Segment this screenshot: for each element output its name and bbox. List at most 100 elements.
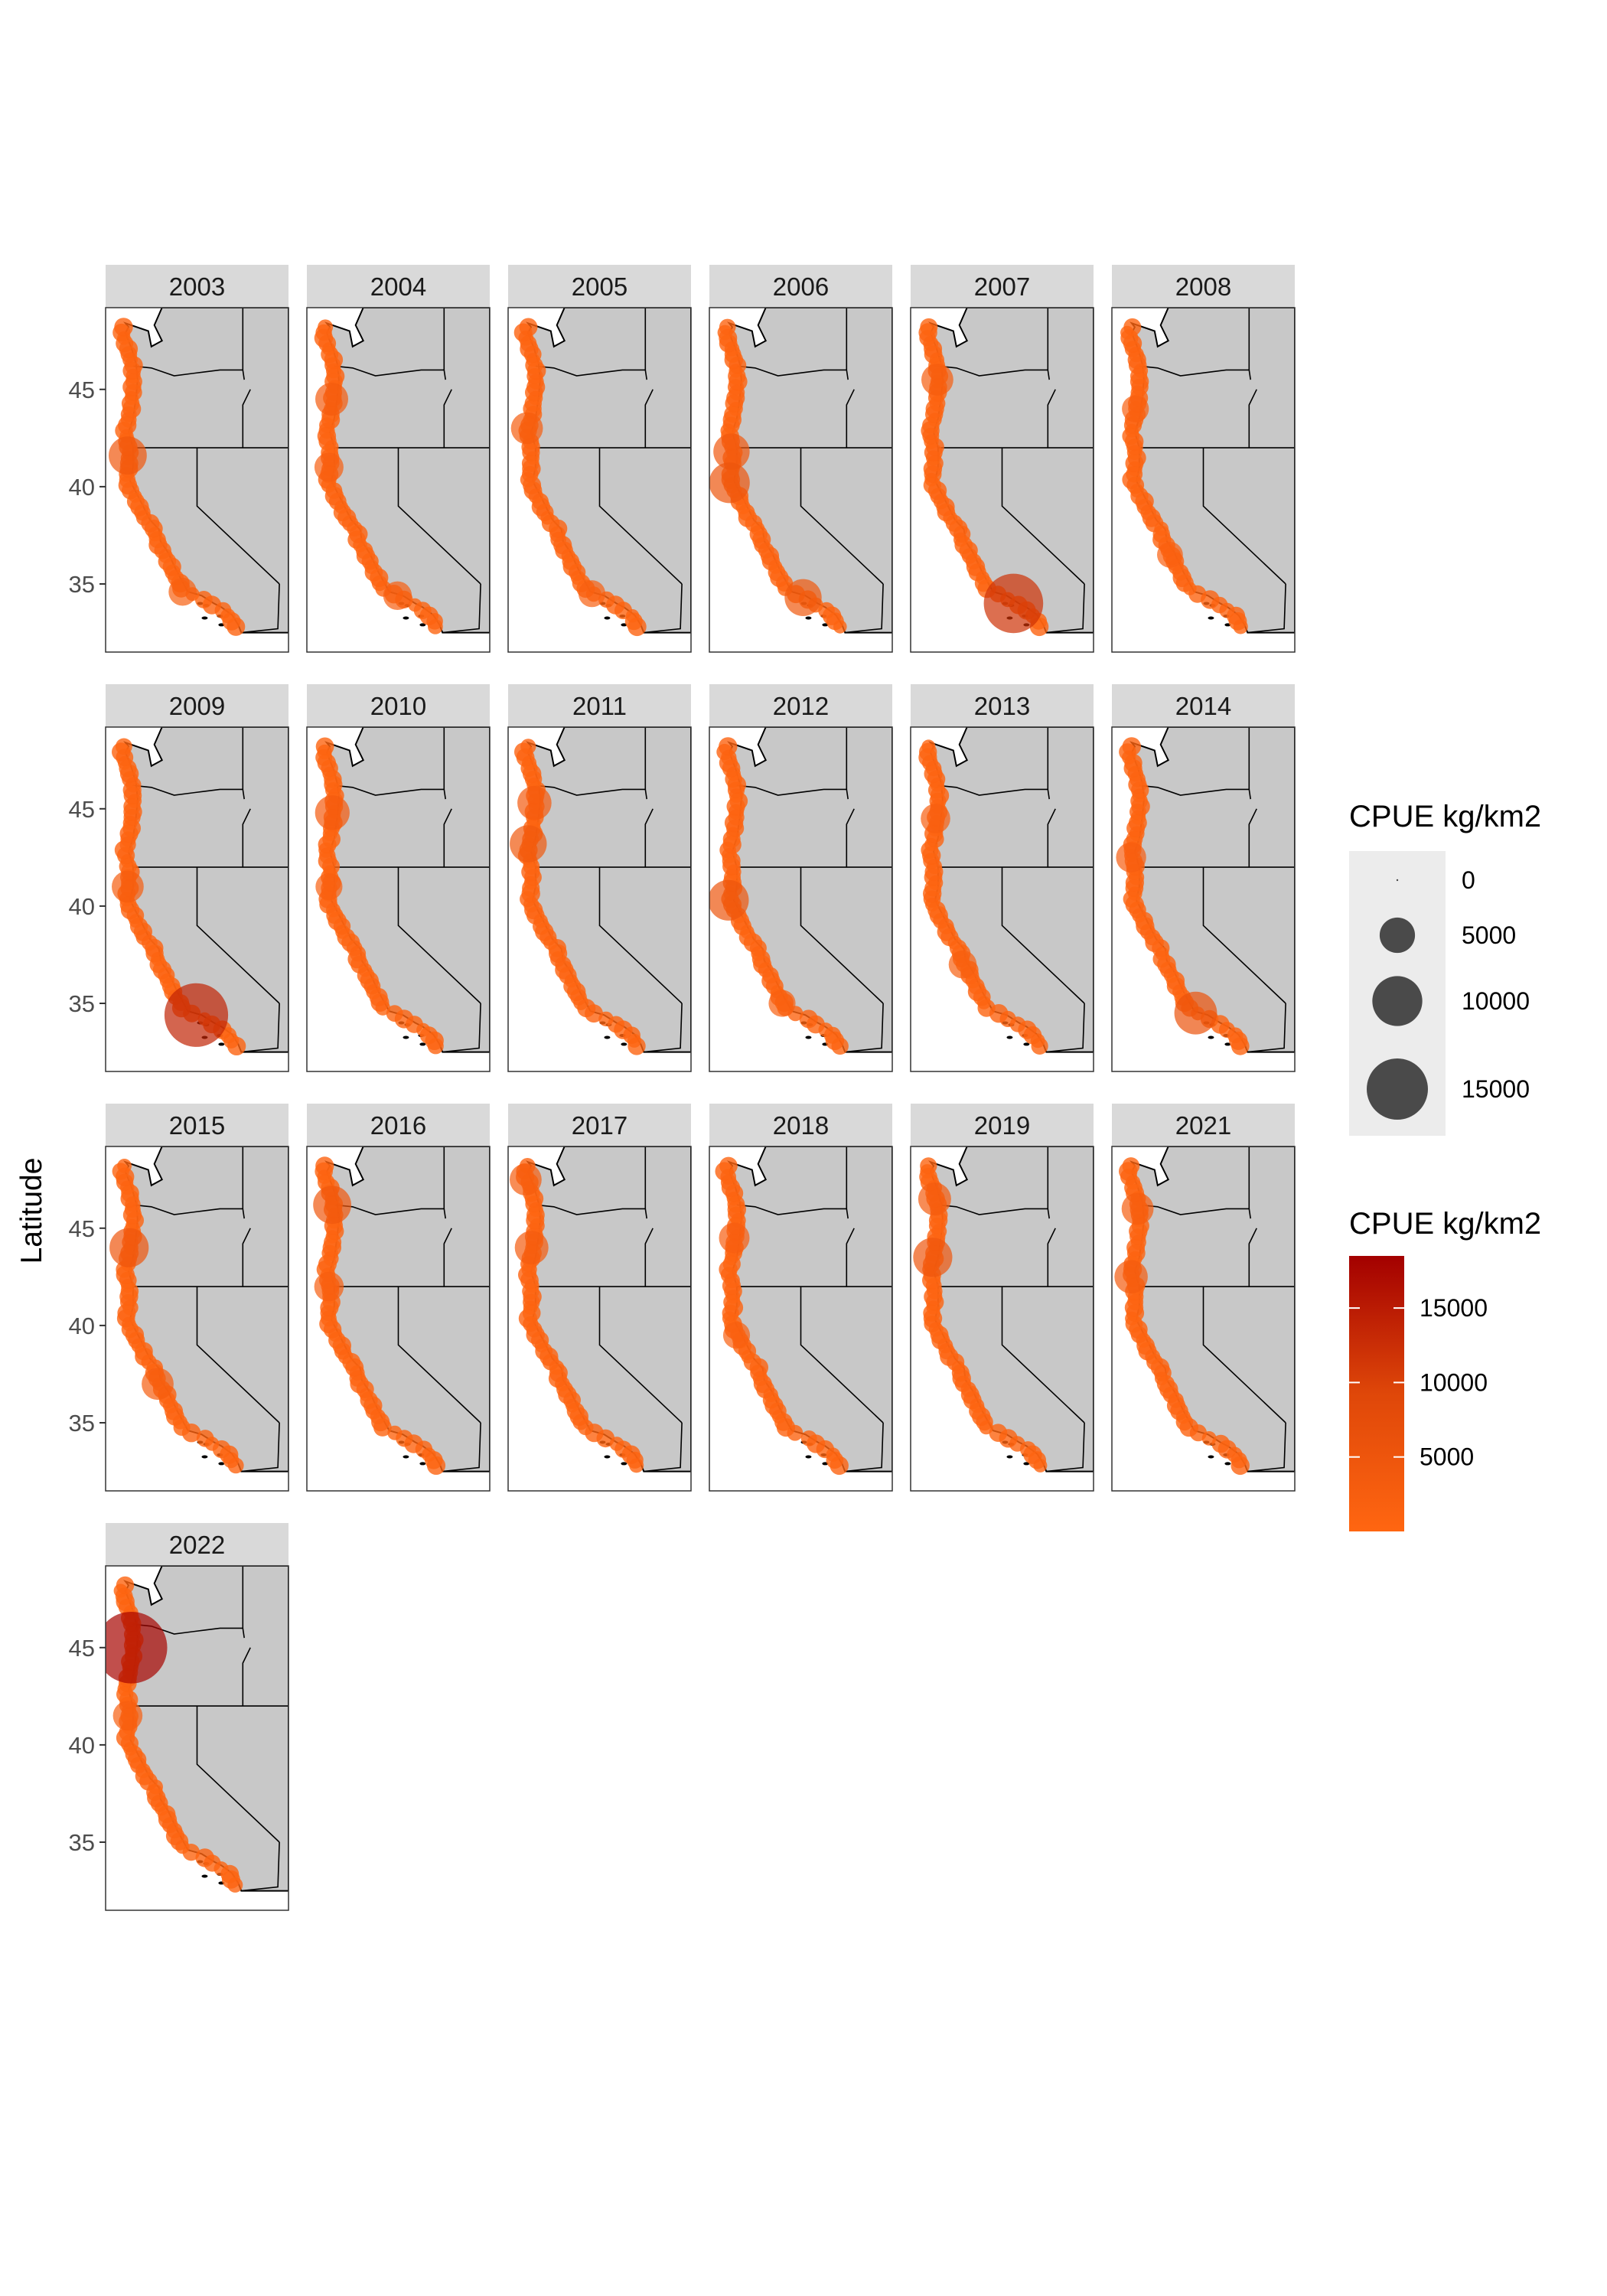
state-border bbox=[644, 1422, 683, 1473]
strip-background bbox=[911, 1104, 1094, 1146]
map-area bbox=[508, 727, 691, 1071]
facet-panel-2006: 2006 bbox=[709, 265, 893, 653]
state-border bbox=[242, 1228, 251, 1287]
cpue-point bbox=[315, 1156, 334, 1176]
cpue-point-large bbox=[142, 1368, 174, 1401]
map-area bbox=[709, 308, 892, 652]
facet-panel-2011: 2011 bbox=[507, 684, 692, 1072]
cpue-point-large bbox=[913, 1238, 953, 1277]
strip-background bbox=[307, 1104, 490, 1146]
map-area bbox=[307, 1146, 490, 1491]
island bbox=[403, 1455, 409, 1459]
strip-label: 2018 bbox=[773, 1111, 829, 1140]
cpue-point bbox=[195, 1848, 214, 1867]
map-area bbox=[106, 1146, 288, 1491]
state-border bbox=[443, 1228, 452, 1287]
cpue-point-large bbox=[709, 879, 749, 921]
map-area bbox=[307, 308, 490, 652]
state-border bbox=[644, 583, 683, 634]
y-tick-label: 45 bbox=[69, 1215, 95, 1242]
island bbox=[604, 1455, 611, 1459]
map-area bbox=[508, 308, 691, 652]
facet-panel-2021: 2021 bbox=[1111, 1104, 1296, 1492]
panel-border bbox=[910, 726, 1094, 1072]
strip-label: 2012 bbox=[773, 692, 829, 720]
strip-background bbox=[106, 1523, 288, 1566]
state-border bbox=[241, 1003, 280, 1053]
panel-border bbox=[910, 307, 1094, 653]
y-tick-label: 40 bbox=[69, 1732, 95, 1759]
state-border bbox=[800, 867, 884, 1004]
strip-label: 2011 bbox=[572, 692, 627, 720]
cpue-point-large bbox=[313, 1186, 351, 1225]
color-legend-label: 10000 bbox=[1420, 1368, 1488, 1396]
strip-background bbox=[106, 265, 288, 308]
strip-background bbox=[106, 1104, 288, 1146]
strip-label: 2016 bbox=[370, 1111, 426, 1140]
panel-border bbox=[1111, 726, 1296, 1072]
cpue-point bbox=[1123, 318, 1142, 336]
panel-border bbox=[105, 1146, 289, 1492]
panel-border bbox=[709, 307, 893, 653]
state-border bbox=[1047, 808, 1056, 868]
map-area bbox=[508, 1146, 691, 1491]
facet-panel-2008: 2008 bbox=[1111, 265, 1296, 653]
state-border bbox=[1046, 583, 1085, 634]
strip-background bbox=[911, 265, 1094, 308]
strip-label: 2005 bbox=[572, 272, 627, 301]
panel-border bbox=[709, 1146, 893, 1492]
state-border bbox=[241, 1841, 280, 1892]
state-border bbox=[1248, 389, 1257, 448]
state-border bbox=[397, 448, 481, 585]
cpue-point-large bbox=[983, 573, 1044, 634]
panel-border bbox=[1111, 1146, 1296, 1492]
cpue-point-large bbox=[1114, 1260, 1148, 1294]
cpue-point-large bbox=[517, 785, 552, 820]
strip-background bbox=[307, 684, 490, 727]
state-border bbox=[442, 1003, 481, 1053]
size-legend-key bbox=[1372, 976, 1423, 1026]
island bbox=[1208, 616, 1214, 620]
state-border bbox=[1046, 1422, 1085, 1473]
facet-panel-2019: 2019 bbox=[910, 1104, 1094, 1492]
panel-border bbox=[910, 1146, 1094, 1492]
island bbox=[822, 623, 829, 627]
island bbox=[419, 623, 426, 627]
map-area bbox=[1112, 308, 1295, 652]
size-legend-key bbox=[1379, 917, 1416, 954]
cpue-point bbox=[1122, 737, 1142, 756]
state-border bbox=[1248, 808, 1257, 868]
state-border bbox=[1202, 1287, 1286, 1424]
map-area bbox=[106, 727, 288, 1071]
cpue-point-large bbox=[315, 795, 350, 830]
island bbox=[419, 1042, 426, 1046]
cpue-point-large bbox=[719, 1222, 750, 1254]
strip-label: 2009 bbox=[169, 692, 225, 720]
state-border bbox=[644, 1228, 654, 1287]
cpue-point-large bbox=[921, 364, 953, 396]
cpue-point bbox=[719, 737, 738, 756]
color-legend-label: 5000 bbox=[1420, 1443, 1474, 1471]
cpue-point bbox=[799, 1009, 818, 1029]
facet-panel-2017: 2017 bbox=[507, 1104, 692, 1492]
state-border bbox=[196, 1287, 280, 1424]
panel-border bbox=[105, 726, 289, 1072]
cpue-point-large bbox=[106, 1612, 168, 1684]
cpue-point-large bbox=[510, 825, 547, 863]
facet-panels: 2003 35 40 45 2004 2005 2006 2007 2008 2009 35 40 45… bbox=[69, 265, 1296, 1911]
y-tick-label: 45 bbox=[69, 1635, 95, 1662]
strip-label: 2008 bbox=[1175, 272, 1231, 301]
cpue-point bbox=[519, 318, 538, 337]
island bbox=[604, 1035, 611, 1039]
map-area bbox=[106, 1566, 288, 1910]
y-tick-label: 40 bbox=[69, 893, 95, 920]
state-border bbox=[644, 808, 654, 868]
map-area bbox=[911, 727, 1094, 1071]
y-tick-label: 45 bbox=[69, 377, 95, 403]
cpue-point bbox=[115, 738, 132, 755]
facet-panel-2009: 2009 35 40 45 bbox=[69, 684, 289, 1072]
panel-border bbox=[306, 307, 491, 653]
size-legend-label: 10000 bbox=[1462, 987, 1530, 1015]
state-border bbox=[1047, 389, 1056, 448]
